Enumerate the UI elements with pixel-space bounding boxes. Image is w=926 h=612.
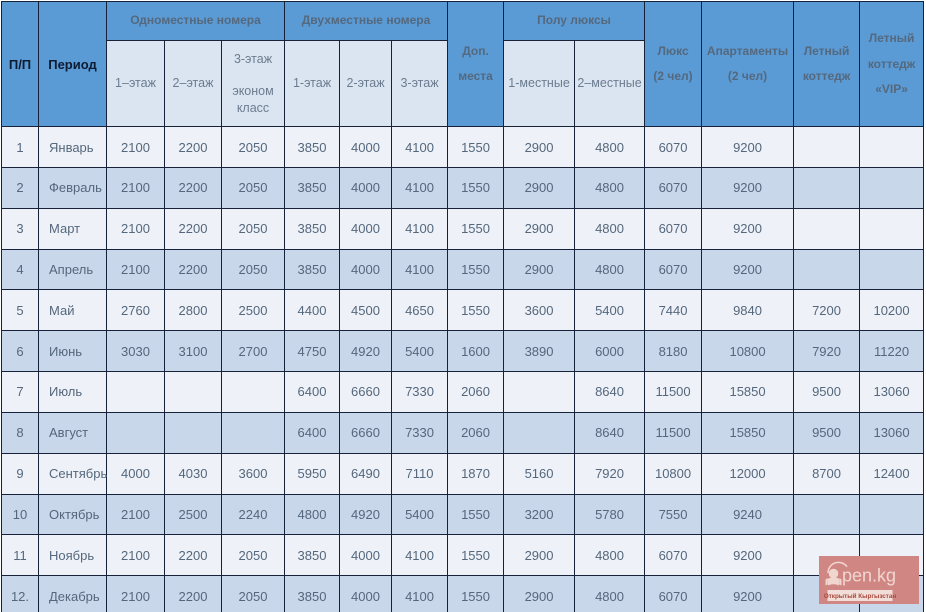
svg-text:Открытый Кыргызстан: Открытый Кыргызстан — [824, 592, 897, 600]
svg-text:pen.kg: pen.kg — [842, 566, 896, 586]
